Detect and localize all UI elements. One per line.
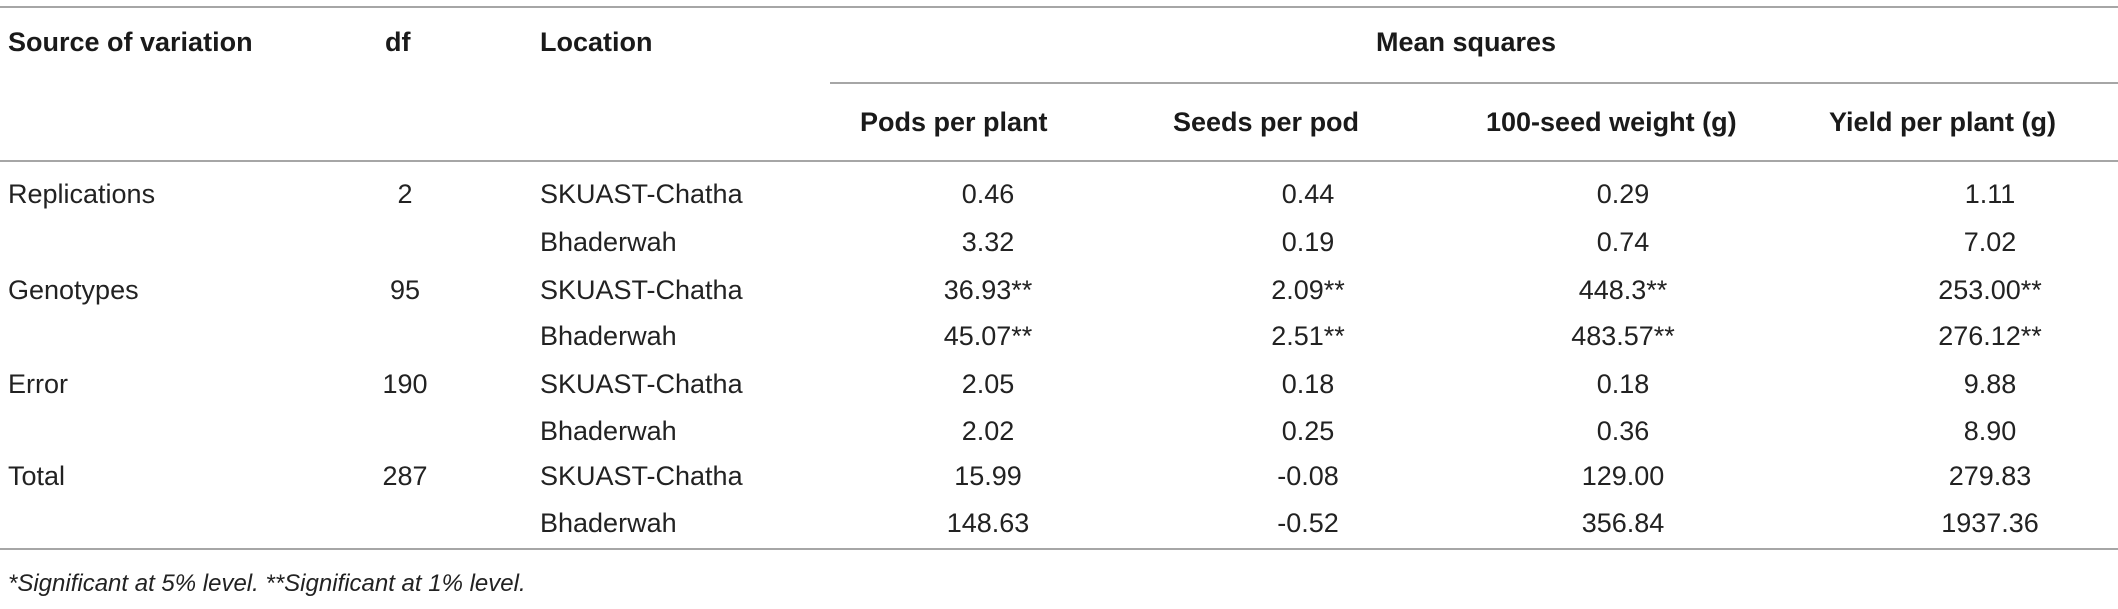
cell-value: 8.90 — [1963, 416, 2017, 446]
table-bottom-rule — [0, 548, 2118, 550]
cell-location: Bhaderwah — [540, 416, 677, 446]
cell-df: 190 — [382, 369, 428, 399]
cell-value: 3.32 — [961, 227, 1015, 257]
table-row: Genotypes 95 SKUAST-Chatha 36.93** 2.09** 448… — [0, 266, 2118, 314]
cell-location: Bhaderwah — [540, 508, 677, 538]
cell-value: 7.02 — [1963, 227, 2017, 257]
table-top-rule — [0, 6, 2118, 8]
cell-value: 0.36 — [1596, 416, 1650, 446]
header-mean-squares: Mean squares — [1376, 27, 1557, 57]
header-bottom-rule — [0, 160, 2118, 162]
header-df: df — [385, 27, 411, 57]
cell-df: 287 — [382, 461, 428, 491]
header-100-seed-weight: 100-seed weight (g) — [1486, 107, 1737, 137]
cell-value: 448.3** — [1578, 275, 1668, 305]
cell-source: Genotypes — [8, 275, 139, 305]
cell-source: Error — [8, 369, 68, 399]
table-row: Bhaderwah 148.63 -0.52 356.84 1937.36 — [0, 499, 2118, 547]
cell-value: 0.18 — [1596, 369, 1650, 399]
cell-value: 356.84 — [1581, 508, 1665, 538]
header-source: Source of variation — [8, 27, 253, 57]
cell-value: 2.02 — [961, 416, 1015, 446]
header-yield-per-plant: Yield per plant (g) — [1829, 107, 2057, 137]
cell-location: SKUAST-Chatha — [540, 275, 743, 305]
cell-value: 0.46 — [961, 179, 1015, 209]
cell-location: SKUAST-Chatha — [540, 179, 743, 209]
cell-value: 36.93** — [943, 275, 1033, 305]
cell-value: 148.63 — [946, 508, 1030, 538]
cell-value: 1937.36 — [1941, 508, 2039, 538]
cell-value: 1.11 — [1964, 179, 2016, 209]
table-row: Error 190 SKUAST-Chatha 2.05 0.18 0.18 9.88 — [0, 360, 2118, 408]
table-row: Bhaderwah 2.02 0.25 0.36 8.90 — [0, 407, 2118, 455]
cell-value: 0.25 — [1281, 416, 1335, 446]
header-seeds-per-pod: Seeds per pod — [1173, 107, 1360, 137]
cell-source: Total — [8, 461, 66, 491]
header-row-1: Source of variation df Location Mean squ… — [0, 18, 2118, 66]
cell-value: 0.19 — [1281, 227, 1335, 257]
header-pods-per-plant: Pods per plant — [860, 107, 1048, 137]
cell-location: SKUAST-Chatha — [540, 369, 743, 399]
table-row: Total 287 SKUAST-Chatha 15.99 -0.08 129.00 279… — [0, 452, 2118, 500]
cell-location: Bhaderwah — [540, 227, 677, 257]
mean-squares-rule — [830, 82, 2118, 84]
footnote: *Significant at 5% level. **Significant … — [8, 570, 526, 597]
cell-value: -0.52 — [1277, 508, 1339, 538]
cell-value: 0.18 — [1281, 369, 1335, 399]
cell-value: 253.00** — [1938, 275, 2042, 305]
cell-value: 0.74 — [1596, 227, 1650, 257]
cell-value: 129.00 — [1581, 461, 1665, 491]
cell-value: 9.88 — [1963, 369, 2017, 399]
header-location: Location — [540, 27, 653, 57]
cell-value: 0.29 — [1596, 179, 1650, 209]
cell-value: 483.57** — [1571, 321, 1675, 351]
cell-value: 15.99 — [954, 461, 1022, 491]
cell-location: SKUAST-Chatha — [540, 461, 743, 491]
cell-value: 2.51** — [1271, 321, 1345, 351]
cell-value: 279.83 — [1948, 461, 2032, 491]
cell-value: 2.09** — [1271, 275, 1345, 305]
cell-df: 2 — [397, 179, 413, 209]
cell-source: Replications — [8, 179, 156, 209]
cell-df: 95 — [389, 275, 421, 305]
table-row: Replications 2 SKUAST-Chatha 0.46 0.44 0.29 1.… — [0, 170, 2118, 218]
cell-value: 45.07** — [943, 321, 1033, 351]
table-row: Bhaderwah 45.07** 2.51** 483.57** 276.12** — [0, 312, 2118, 360]
cell-value: 276.12** — [1938, 321, 2042, 351]
cell-value: 2.05 — [961, 369, 1015, 399]
header-row-2: Pods per plant Seeds per pod 100-seed we… — [0, 98, 2118, 146]
cell-value: -0.08 — [1277, 461, 1339, 491]
cell-location: Bhaderwah — [540, 321, 677, 351]
cell-value: 0.44 — [1281, 179, 1335, 209]
table-row: Bhaderwah 3.32 0.19 0.74 7.02 — [0, 218, 2118, 266]
